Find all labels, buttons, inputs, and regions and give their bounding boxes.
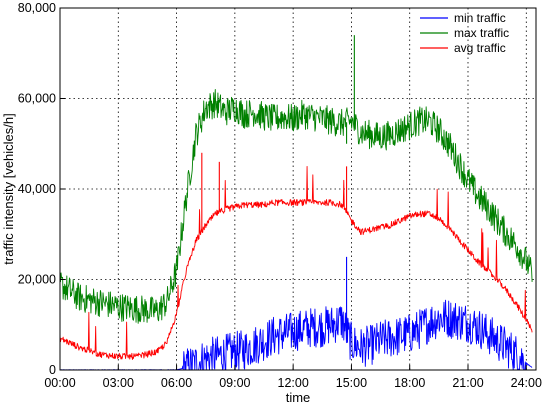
x-axis-title: time xyxy=(286,390,311,405)
legend-label: avg traffic xyxy=(454,41,506,55)
x-tick-label: 15:00 xyxy=(336,376,367,390)
y-tick-label: 20,000 xyxy=(18,273,56,287)
y-tick-label: 80,000 xyxy=(18,1,56,15)
x-tick-label: 18:00 xyxy=(394,376,425,390)
y-tick-label: 60,000 xyxy=(18,92,56,106)
y-axis-title: traffic intensity [vehicles/h] xyxy=(1,113,16,265)
x-tick-label: 24:00 xyxy=(511,376,542,390)
y-tick-label: 0 xyxy=(49,363,56,377)
legend-label: min traffic xyxy=(454,11,506,25)
series-line-min-traffic xyxy=(59,299,533,371)
x-tick-label: 06:00 xyxy=(161,376,192,390)
series-line-avg-traffic xyxy=(59,166,533,360)
x-tick-label: 00:00 xyxy=(44,376,75,390)
y-tick-label: 40,000 xyxy=(18,182,56,196)
x-tick-label: 21:00 xyxy=(452,376,483,390)
series-group xyxy=(59,35,533,371)
series-line-max-traffic xyxy=(59,89,533,324)
x-tick-label: 12:00 xyxy=(278,376,309,390)
legend-label: max traffic xyxy=(454,26,509,40)
tick-group: 00:00 03:00 06:00 09:00 12:00 15:00 18:00 21:00… xyxy=(18,1,542,390)
grid xyxy=(60,8,536,370)
x-tick-label: 03:00 xyxy=(103,376,134,390)
x-tick-label: 09:00 xyxy=(219,376,250,390)
